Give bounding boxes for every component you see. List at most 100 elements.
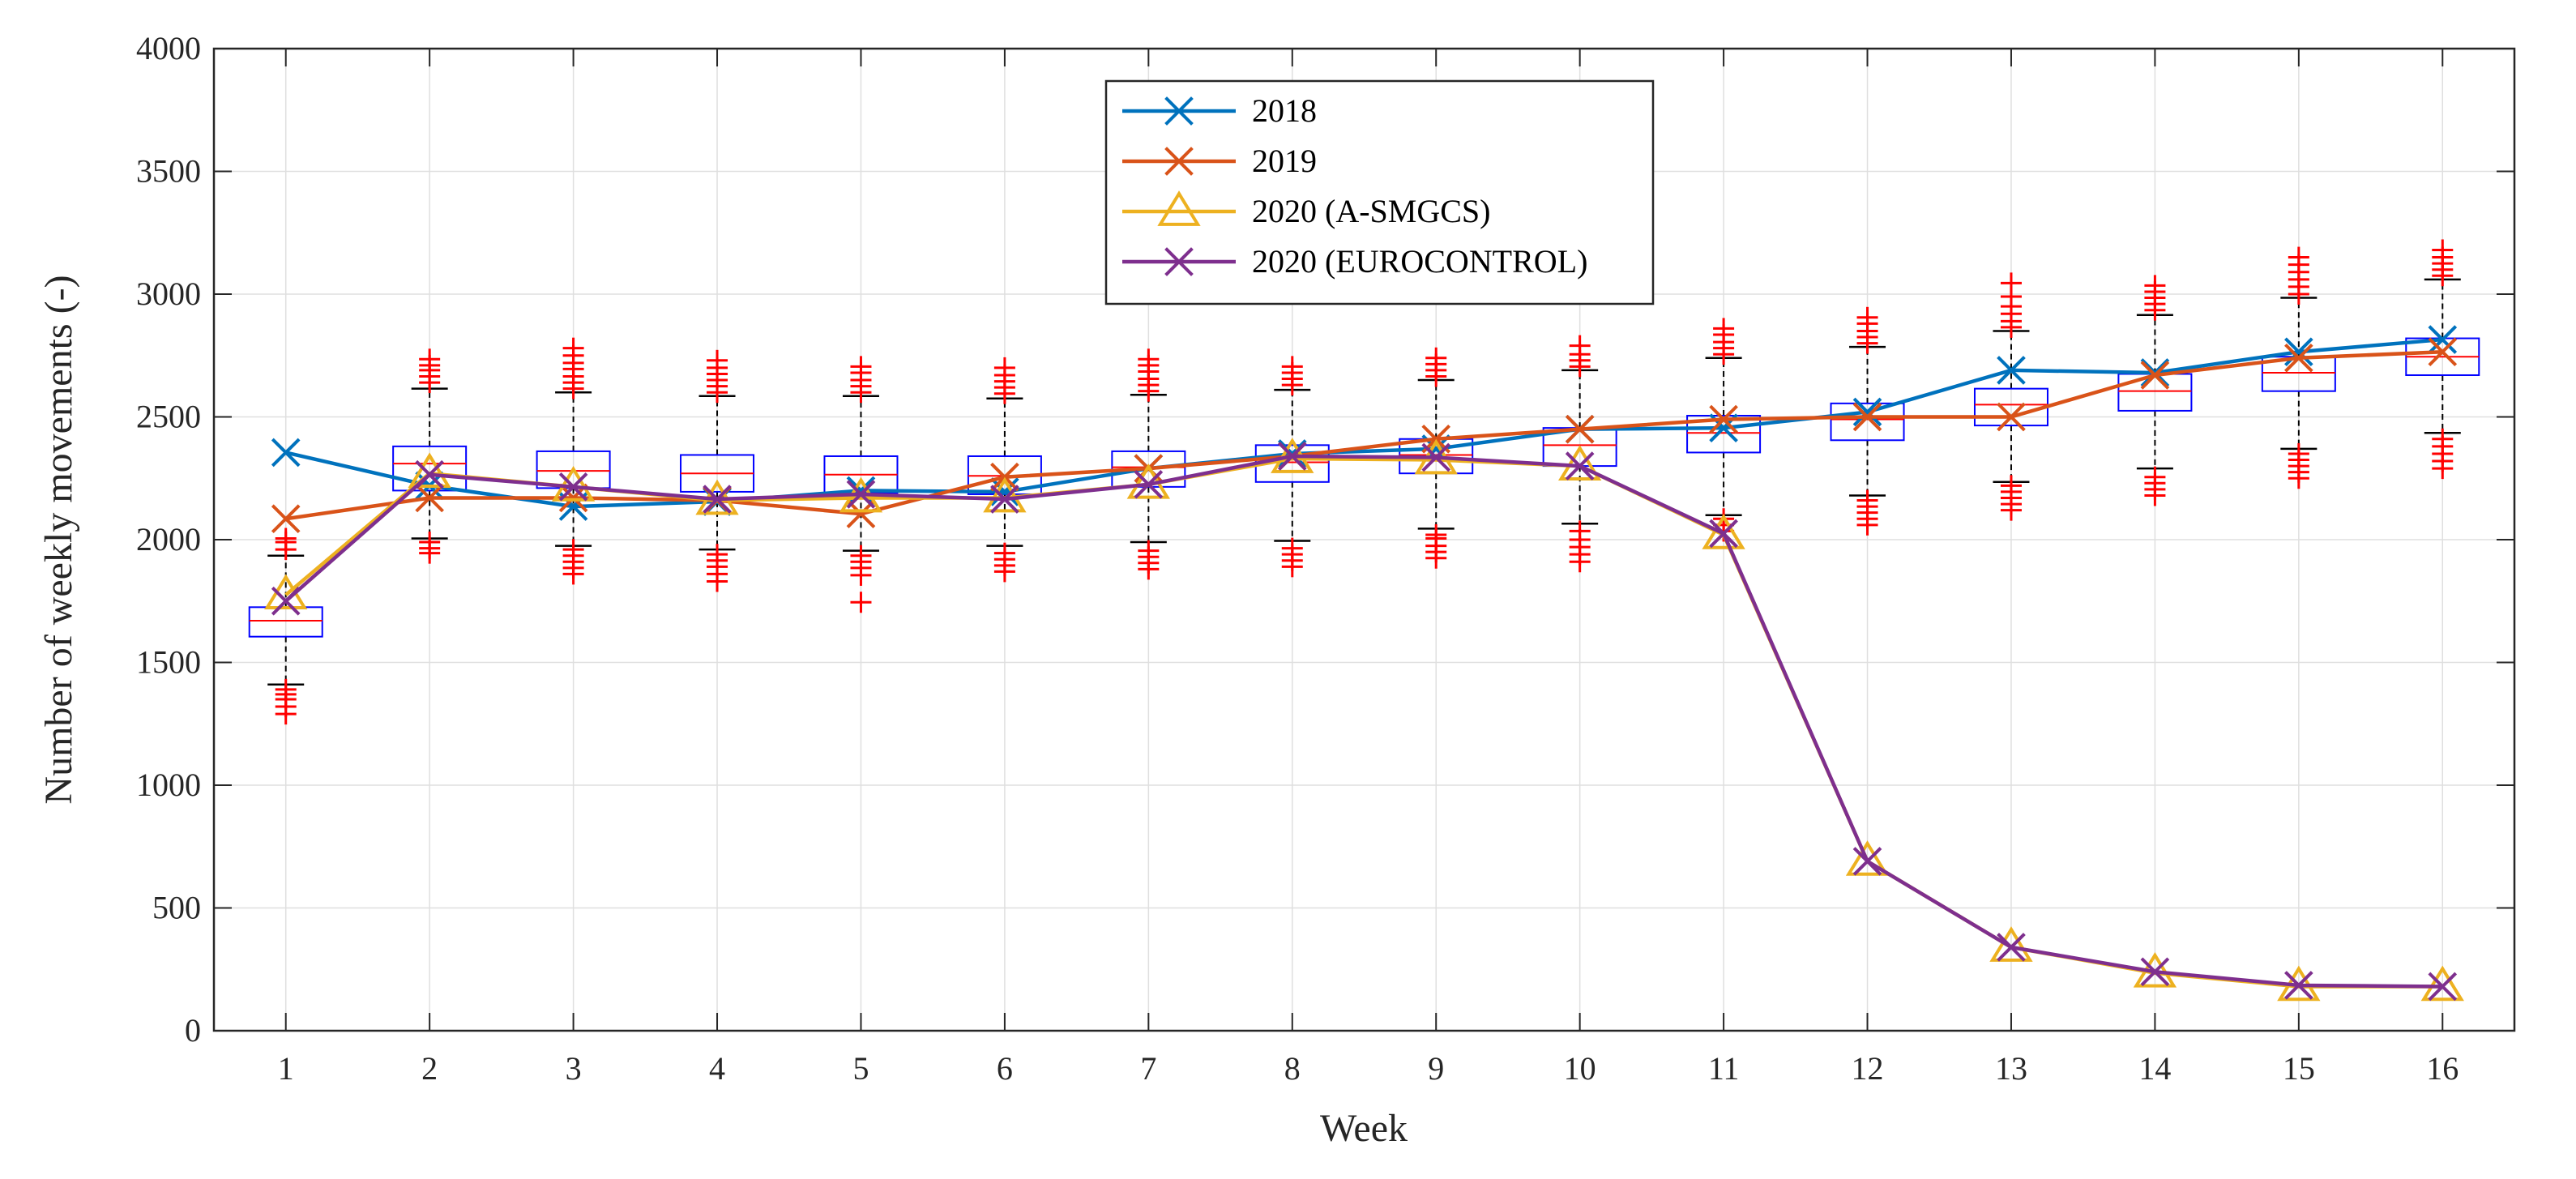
data-point-stroke <box>2140 957 2170 987</box>
data-point <box>2284 971 2313 1000</box>
legend-box <box>1104 79 1655 305</box>
x-tick-label: 11 <box>1708 1050 1740 1087</box>
data-point <box>408 452 451 489</box>
data-point <box>2428 325 2458 354</box>
data-point <box>2428 337 2458 367</box>
data-point <box>1709 404 1738 434</box>
data-point-stroke <box>1164 96 1194 126</box>
boxplot-box <box>1686 414 1762 454</box>
data-point <box>271 438 301 468</box>
data-point-stroke <box>846 480 876 509</box>
data-point-stroke <box>271 504 301 534</box>
data-point-stroke <box>1277 442 1307 471</box>
x-tick-label: 1 <box>278 1050 294 1087</box>
series-1 <box>271 337 2458 534</box>
data-point-stroke <box>1134 470 1164 499</box>
boxplot-box <box>1830 402 1905 442</box>
boxplot-box <box>392 445 468 492</box>
data-point <box>1997 402 2026 432</box>
data-point <box>271 504 301 534</box>
x-tick-label: 2 <box>421 1050 438 1087</box>
series-line <box>284 454 2443 989</box>
data-point <box>1565 451 1595 481</box>
data-point <box>271 586 301 616</box>
data-point-stroke <box>1709 519 1738 549</box>
y-tick-label: 1500 <box>136 644 201 681</box>
boxplot-week-15 <box>2261 246 2336 489</box>
boxplot-week-3 <box>536 337 611 585</box>
data-point <box>1565 414 1595 444</box>
boxplot-week-5 <box>823 356 899 613</box>
data-point <box>1164 147 1194 176</box>
x-tick-label: 3 <box>566 1050 582 1087</box>
data-point <box>2284 343 2313 373</box>
data-point <box>1709 519 1738 549</box>
data-point-stroke <box>1997 356 2026 385</box>
data-point <box>983 476 1027 513</box>
x-tick-label: 10 <box>1564 1050 1596 1087</box>
data-point-stroke <box>2428 972 2458 1002</box>
data-point <box>415 459 444 489</box>
data-point-stroke <box>1997 402 2026 432</box>
data-point-stroke <box>2428 325 2458 354</box>
data-point-stroke <box>1997 933 2026 962</box>
boxplot-week-16 <box>2405 239 2480 480</box>
series-lines <box>264 325 2464 1002</box>
data-point <box>1845 840 1890 876</box>
data-point-stroke <box>1852 397 1882 427</box>
data-point-stroke <box>415 483 444 513</box>
data-point <box>558 472 588 502</box>
data-point-stroke <box>1164 247 1194 276</box>
data-point <box>2140 957 2170 987</box>
legend-entry-2: 2020 (A-SMGCS) <box>1122 190 1490 229</box>
series-line <box>285 349 2443 521</box>
data-point-stroke <box>271 586 301 616</box>
boxplot-week-4 <box>680 349 755 592</box>
x-tick-label: 13 <box>1995 1050 2027 1087</box>
data-point <box>2140 361 2170 390</box>
data-point-stroke <box>2140 361 2170 390</box>
legend-label: 2020 (EUROCONTROL) <box>1252 243 1587 280</box>
y-tick-label: 1000 <box>136 767 201 803</box>
x-axis-label: Week <box>1320 1107 1408 1150</box>
data-point <box>1702 514 1745 549</box>
legend-entry-0: 2018 <box>1122 92 1317 129</box>
y-tick-label: 500 <box>152 890 201 926</box>
x-tick-label: 9 <box>1428 1050 1444 1087</box>
series-line <box>285 337 2443 509</box>
legend-label: 2019 <box>1252 143 1317 179</box>
data-point-stroke <box>1852 847 1882 876</box>
data-point <box>1997 933 2026 962</box>
legend: 2018 2019 2020 (A-SMGCS) 2020 (EUROCONTROL) <box>1104 79 1655 305</box>
data-point <box>703 485 732 514</box>
data-point <box>1277 442 1307 471</box>
data-point-stroke <box>415 459 444 489</box>
y-tick-label: 2000 <box>136 521 201 557</box>
data-point <box>415 483 444 513</box>
boxplot-week-14 <box>2117 275 2193 506</box>
data-point <box>1134 470 1164 499</box>
data-point <box>1852 402 1882 432</box>
x-tick-label: 14 <box>2138 1050 2171 1087</box>
data-point-stroke <box>558 472 588 502</box>
legend-entry-1: 2019 <box>1122 143 1317 179</box>
data-point-stroke <box>1565 414 1595 444</box>
y-tick-label: 3000 <box>136 276 201 312</box>
y-tick-label: 4000 <box>136 30 201 66</box>
data-point <box>1164 247 1194 276</box>
data-point <box>1557 445 1602 481</box>
data-point-stroke <box>990 485 1019 514</box>
boxplot-week-2 <box>392 348 468 564</box>
x-tick-label: 6 <box>997 1050 1013 1087</box>
data-point-stroke <box>2284 343 2313 373</box>
legend-entry-3: 2020 (EUROCONTROL) <box>1122 243 1587 280</box>
boxplot-week-13 <box>1973 272 2048 521</box>
y-tick-label: 3500 <box>136 153 201 190</box>
data-point-stroke <box>2428 337 2458 367</box>
data-point <box>2140 358 2170 387</box>
data-point <box>1164 96 1194 126</box>
x-tick-label: 7 <box>1140 1050 1156 1087</box>
legend-label: 2018 <box>1252 92 1317 129</box>
boxplots <box>248 239 2480 725</box>
